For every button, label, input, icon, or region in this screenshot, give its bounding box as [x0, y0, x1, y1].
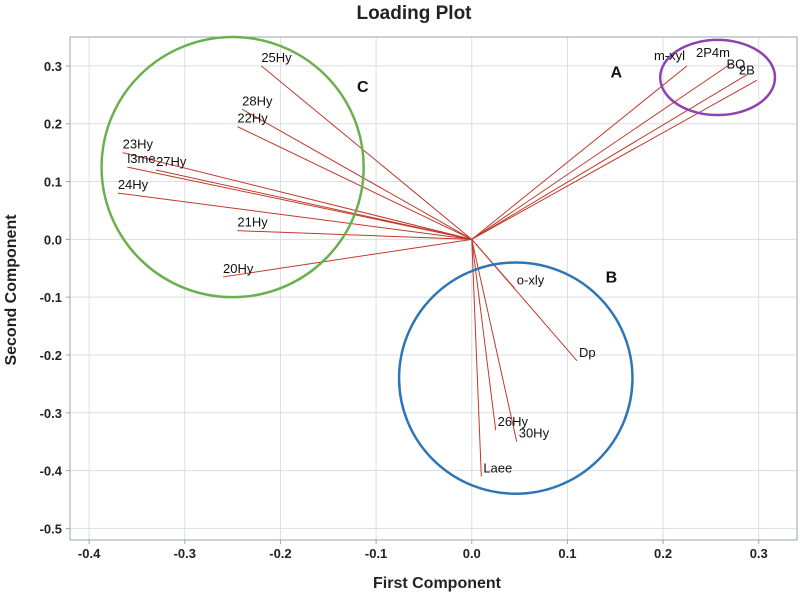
y-tick-label: -0.5 — [40, 521, 62, 536]
point-label: 26Hy — [498, 414, 529, 429]
x-tick-label: 0.2 — [654, 546, 672, 561]
point-label: 23Hy — [123, 137, 154, 152]
x-tick-label: -0.3 — [174, 546, 196, 561]
loading-vector — [471, 74, 748, 240]
point-label: 27Hy — [156, 154, 187, 169]
y-tick-label: 0.2 — [44, 117, 62, 132]
point-label: Laee — [483, 460, 512, 475]
y-tick-label: 0.3 — [44, 59, 62, 74]
x-tick-label: -0.1 — [365, 546, 387, 561]
y-axis-ticks: 0.3 0.2 0.1 0.0 -0.1 -0.2 -0.3 -0.4 -0.5 — [40, 59, 70, 536]
group-circle — [100, 35, 365, 299]
group-circle — [397, 261, 634, 495]
point-label: 21Hy — [237, 215, 268, 230]
loading-vector — [127, 166, 472, 240]
x-tick-label: 0.1 — [558, 546, 576, 561]
y-axis-title: Second Component — [3, 214, 20, 366]
y-tick-label: -0.1 — [40, 290, 62, 305]
y-tick-label: -0.3 — [40, 406, 62, 421]
chart-title: Loading Plot — [356, 3, 472, 24]
loading-vector — [471, 239, 482, 477]
plot-area — [69, 36, 798, 541]
x-axis-ticks: -0.4 -0.3 -0.2 -0.1 0.0 0.1 0.2 0.3 — [78, 540, 768, 561]
loading-vector — [471, 239, 518, 442]
x-tick-label: -0.2 — [269, 546, 291, 561]
group-label: B — [606, 270, 618, 287]
group-circles: A B C — [100, 35, 777, 495]
x-tick-label: 0.0 — [463, 546, 481, 561]
point-label: Dp — [579, 345, 596, 360]
y-tick-label: -0.4 — [40, 464, 63, 479]
loading-vector — [471, 65, 688, 240]
loading-vector — [222, 238, 472, 278]
loading-vector — [122, 152, 472, 240]
loading-vector — [471, 62, 733, 240]
point-label: 24Hy — [118, 177, 149, 192]
point-label: BQ — [726, 57, 745, 72]
point-label: 2P4m — [696, 45, 730, 60]
x-tick-label: 0.3 — [750, 546, 768, 561]
point-label: 22Hy — [237, 111, 268, 126]
point-label: o-xly — [517, 273, 545, 288]
loading-vector — [237, 230, 472, 240]
loading-vector — [237, 126, 472, 240]
group-label: C — [357, 79, 369, 96]
point-label: 20Hy — [223, 261, 254, 276]
loading-vector — [241, 108, 473, 240]
point-label: 25Hy — [261, 50, 292, 65]
loading-vector — [117, 192, 472, 240]
loading-vector — [260, 65, 473, 240]
group-circle — [658, 38, 777, 117]
x-tick-label: -0.4 — [78, 546, 101, 561]
point-label: 30Hy — [519, 426, 550, 441]
point-label: m-xyl — [654, 48, 685, 63]
point-label: l3me — [127, 151, 155, 166]
loading-vector — [471, 79, 758, 240]
point-label: 28Hy — [242, 93, 273, 108]
x-axis-title: First Component — [373, 575, 502, 592]
group-label: A — [610, 64, 622, 81]
loading-vectors — [117, 62, 758, 477]
y-tick-label: 0.0 — [44, 232, 62, 247]
loading-vector — [155, 169, 472, 240]
point-label: 2B — [739, 62, 755, 77]
loading-vector — [471, 239, 578, 362]
y-tick-label: 0.1 — [44, 175, 62, 190]
y-tick-label: -0.2 — [40, 348, 62, 363]
loading-vector — [471, 239, 497, 431]
